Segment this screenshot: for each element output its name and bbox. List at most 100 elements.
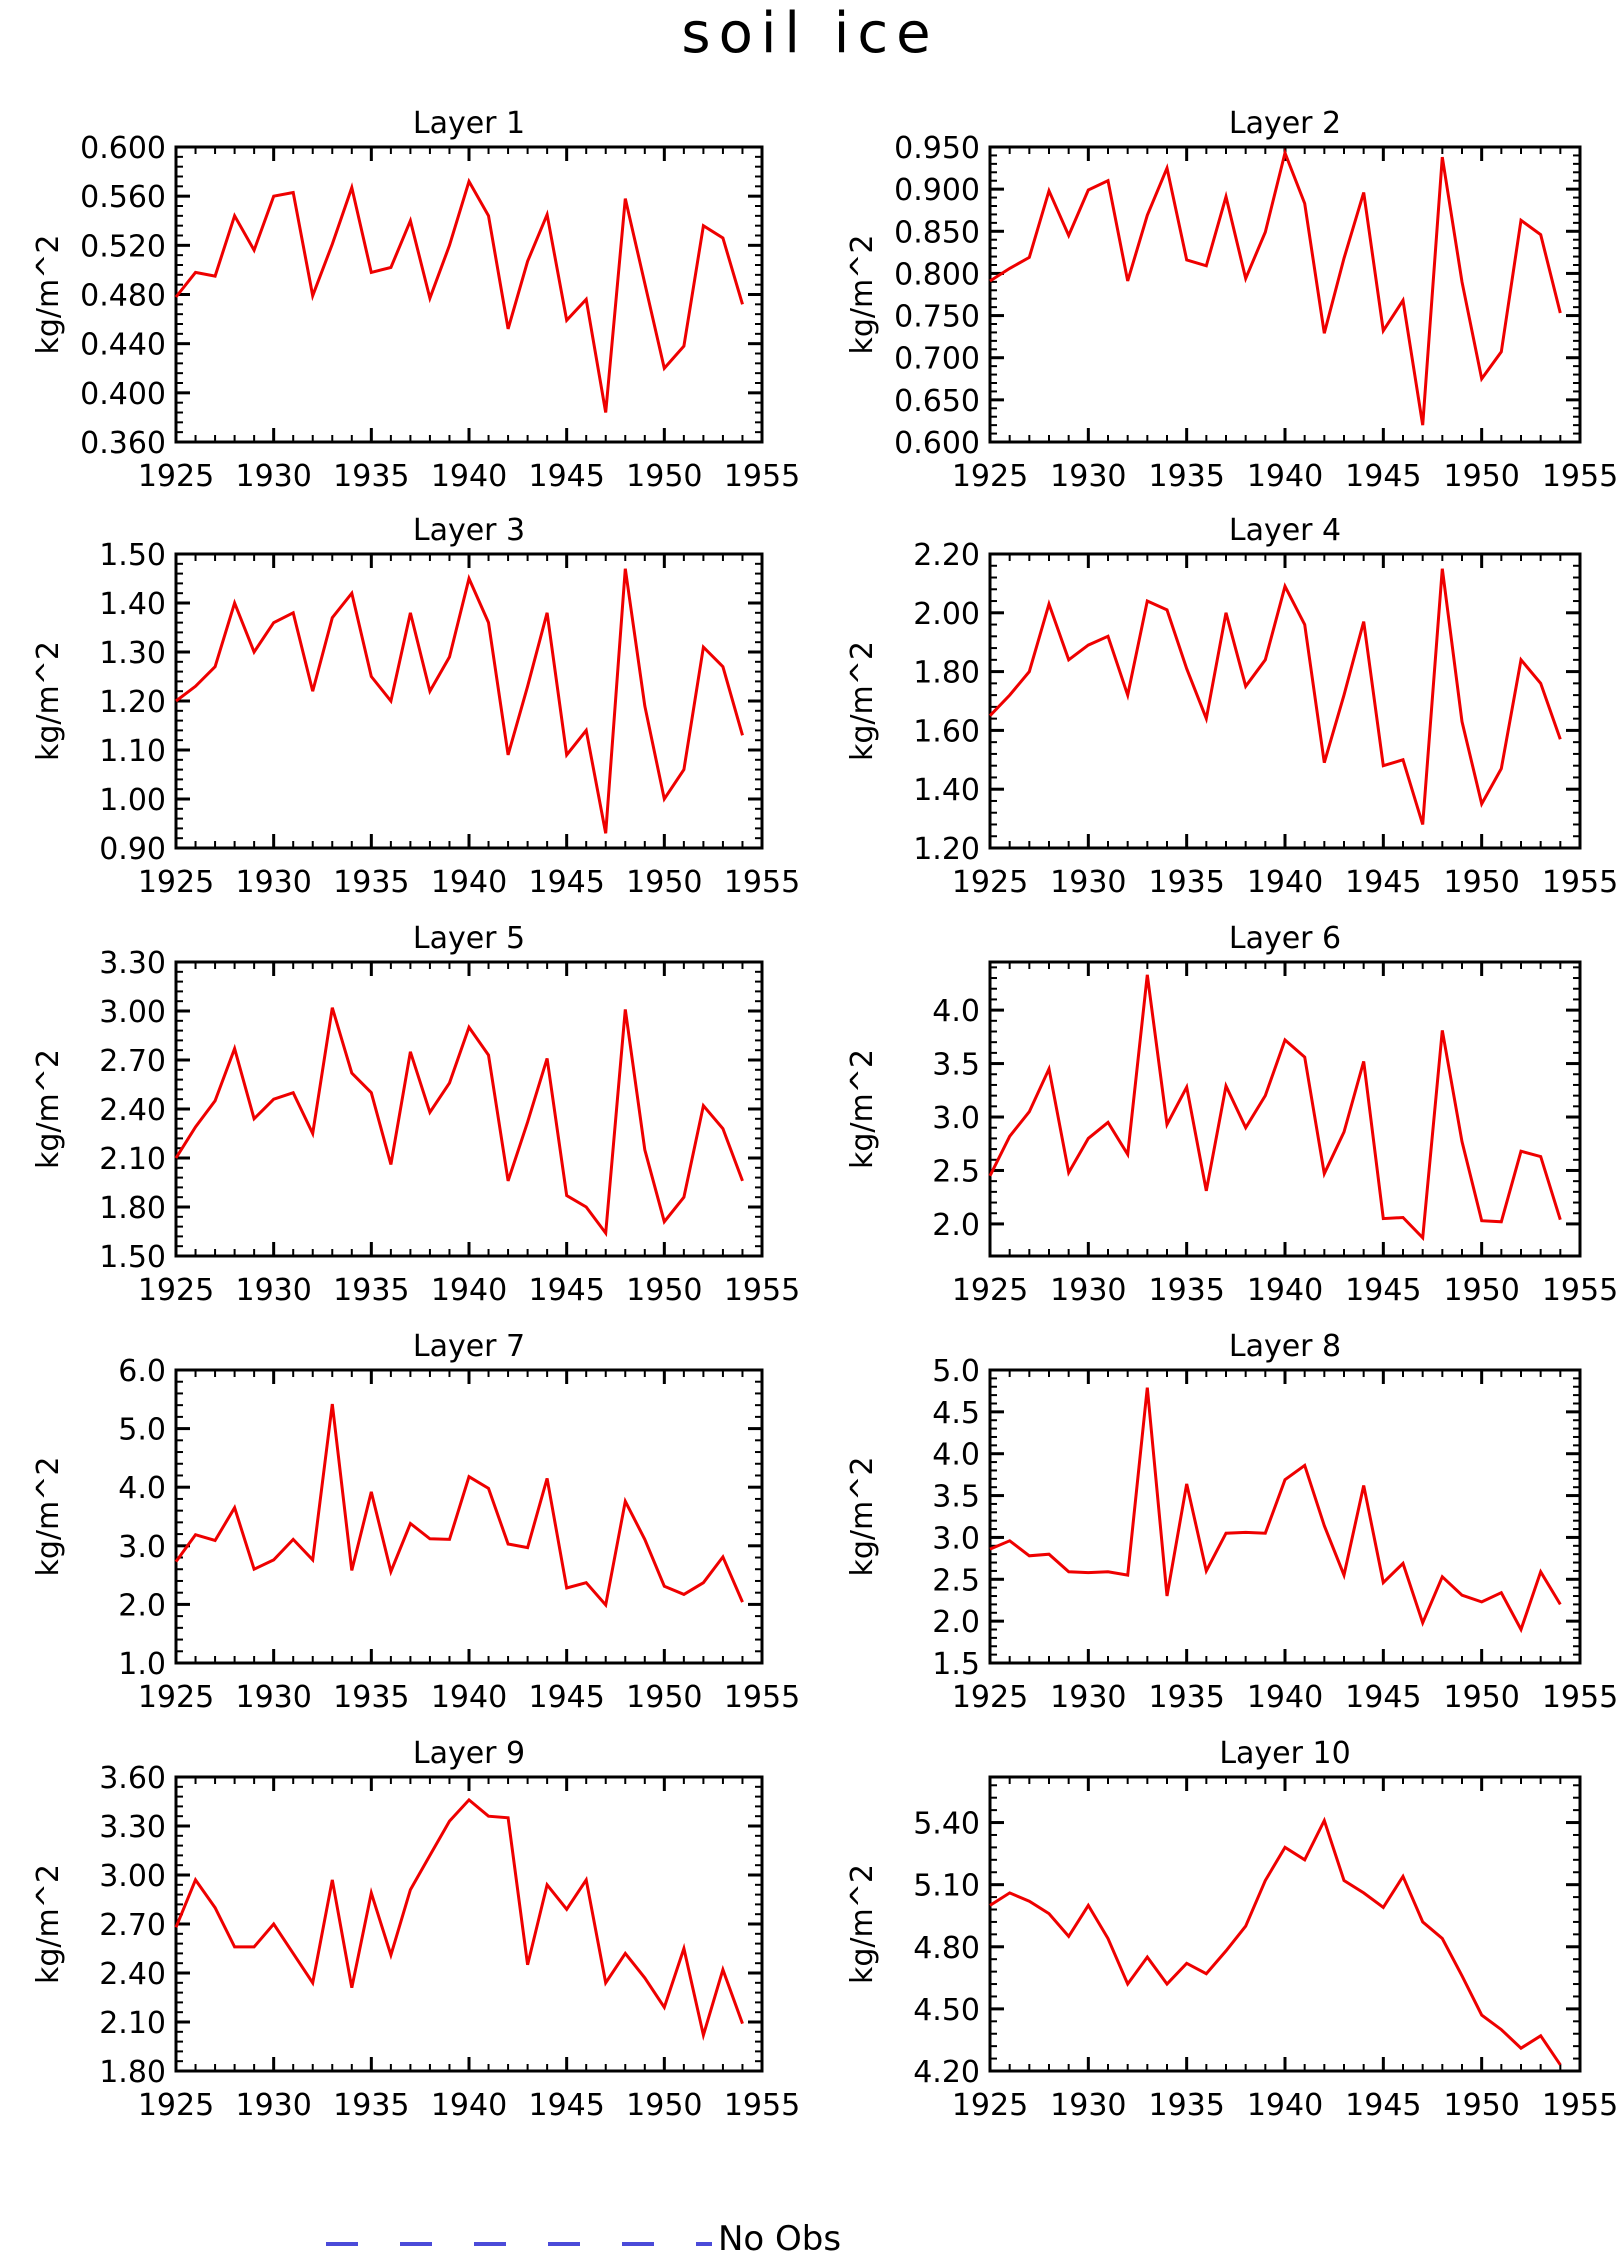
panel-title: Layer 5	[413, 921, 525, 956]
x-tick-label: 1925	[952, 2088, 1028, 2123]
x-tick-label: 1940	[1247, 865, 1323, 900]
x-tick-label: 1945	[528, 459, 604, 494]
x-tick-label: 1935	[1148, 2088, 1224, 2123]
x-tick-label: 1940	[431, 1273, 507, 1308]
x-tick-label: 1955	[724, 1273, 800, 1308]
y-tick-label: 0.480	[80, 279, 166, 314]
y-tick-label: 6.0	[118, 1354, 166, 1389]
panels: Layer 1 1925 1930 1935 1940 1945 1950 1955 0.360…	[31, 106, 1618, 2123]
x-tick-label: 1930	[1050, 1273, 1126, 1308]
panel-title: Layer 3	[413, 513, 525, 548]
plot-frame	[990, 1777, 1580, 2071]
series-line	[176, 181, 743, 412]
x-tick-label: 1935	[1148, 1273, 1224, 1308]
x-tick-label: 1925	[952, 865, 1028, 900]
x-tick-label: 1950	[626, 865, 702, 900]
y-tick-label: 0.90	[99, 832, 166, 867]
y-tick-label: 0.900	[894, 173, 980, 208]
y-tick-label: 0.800	[894, 257, 980, 292]
y-tick-label: 1.20	[99, 685, 166, 720]
y-tick-label: 1.80	[99, 1191, 166, 1226]
panel-layer-2: Layer 2 1925 1930 1935 1940 1945 1950 1955 0.600…	[845, 106, 1618, 494]
x-tick-label: 1930	[1050, 865, 1126, 900]
y-tick-label: 0.650	[894, 384, 980, 419]
y-axis-label: kg/m^2	[31, 235, 66, 355]
y-tick-label: 2.40	[99, 1093, 166, 1128]
y-tick-label: 3.30	[99, 1810, 166, 1845]
x-tick-label: 1930	[235, 2088, 311, 2123]
x-tick-label: 1945	[1345, 459, 1421, 494]
y-tick-label: 2.5	[932, 1563, 980, 1598]
series-line	[990, 153, 1560, 425]
x-tick-label: 1950	[1443, 2088, 1519, 2123]
y-tick-label: 2.40	[99, 1957, 166, 1992]
x-tick-label: 1935	[1148, 865, 1224, 900]
x-tick-label: 1925	[952, 1680, 1028, 1715]
x-tick-label: 1935	[333, 1680, 409, 1715]
x-tick-label: 1925	[138, 459, 214, 494]
y-axis-label: kg/m^2	[31, 1457, 66, 1577]
x-tick-label: 1955	[1542, 459, 1618, 494]
y-tick-label: 3.5	[932, 1480, 980, 1515]
x-tick-label: 1945	[528, 1273, 604, 1308]
y-tick-label: 3.00	[99, 1859, 166, 1894]
panel-layer-3: Layer 3 1925 1930 1935 1940 1945 1950 1955 0.90 1…	[31, 513, 800, 900]
x-tick-label: 1930	[1050, 459, 1126, 494]
x-tick-label: 1950	[1443, 1273, 1519, 1308]
y-tick-label: 4.0	[932, 1438, 980, 1473]
x-tick-label: 1935	[1148, 1680, 1224, 1715]
x-tick-label: 1955	[724, 2088, 800, 2123]
y-tick-label: 5.0	[932, 1354, 980, 1389]
y-tick-label: 4.0	[118, 1471, 166, 1506]
y-tick-label: 0.950	[894, 131, 980, 166]
panel-title: Layer 7	[413, 1329, 525, 1364]
y-tick-label: 2.10	[99, 1142, 166, 1177]
y-axis-label: kg/m^2	[31, 1864, 66, 1984]
plot-frame	[176, 1370, 762, 1663]
x-tick-label: 1955	[724, 865, 800, 900]
panel-title: Layer 8	[1229, 1329, 1341, 1364]
x-tick-label: 1930	[1050, 1680, 1126, 1715]
y-tick-label: 0.400	[80, 377, 166, 412]
figure-title: soil ice	[681, 1, 938, 66]
series-line	[176, 1008, 743, 1233]
x-tick-label: 1925	[952, 1273, 1028, 1308]
y-tick-label: 3.0	[932, 1101, 980, 1136]
plot-frame	[176, 1777, 762, 2071]
y-tick-label: 0.750	[894, 300, 980, 335]
y-tick-label: 1.00	[99, 783, 166, 818]
series-line	[990, 1388, 1560, 1630]
y-tick-label: 0.600	[894, 426, 980, 461]
panel-layer-7: Layer 7 1925 1930 1935 1940 1945 1950 1955 1.0 2.…	[31, 1329, 800, 1715]
x-tick-label: 1930	[1050, 2088, 1126, 2123]
y-tick-label: 3.0	[118, 1530, 166, 1565]
x-tick-label: 1940	[431, 2088, 507, 2123]
x-tick-label: 1930	[235, 1680, 311, 1715]
y-tick-label: 1.50	[99, 1240, 166, 1275]
y-tick-label: 4.0	[932, 994, 980, 1029]
x-tick-label: 1950	[626, 459, 702, 494]
series-line	[176, 569, 743, 834]
y-tick-label: 2.0	[932, 1208, 980, 1243]
x-tick-label: 1930	[235, 1273, 311, 1308]
panel-title: Layer 10	[1219, 1736, 1350, 1771]
y-tick-label: 5.0	[118, 1413, 166, 1448]
x-tick-label: 1955	[724, 1680, 800, 1715]
legend-label: No Obs	[718, 2219, 841, 2253]
y-tick-label: 5.10	[913, 1869, 980, 1904]
plot-frame	[990, 554, 1580, 848]
y-tick-label: 1.50	[99, 538, 166, 573]
y-tick-label: 4.5	[932, 1396, 980, 1431]
y-axis-label: kg/m^2	[845, 1457, 880, 1577]
y-tick-label: 1.20	[913, 832, 980, 867]
panel-layer-8: Layer 8 1925 1930 1935 1940 1945 1950 1955 1.5 2.…	[845, 1329, 1618, 1715]
y-axis-label: kg/m^2	[845, 1049, 880, 1169]
y-tick-label: 3.00	[99, 995, 166, 1030]
y-tick-label: 1.80	[913, 656, 980, 691]
x-tick-label: 1940	[431, 459, 507, 494]
panel-title: Layer 4	[1229, 513, 1341, 548]
panel-title: Layer 9	[413, 1736, 525, 1771]
y-tick-label: 4.50	[913, 1993, 980, 2028]
x-tick-label: 1945	[1345, 1273, 1421, 1308]
